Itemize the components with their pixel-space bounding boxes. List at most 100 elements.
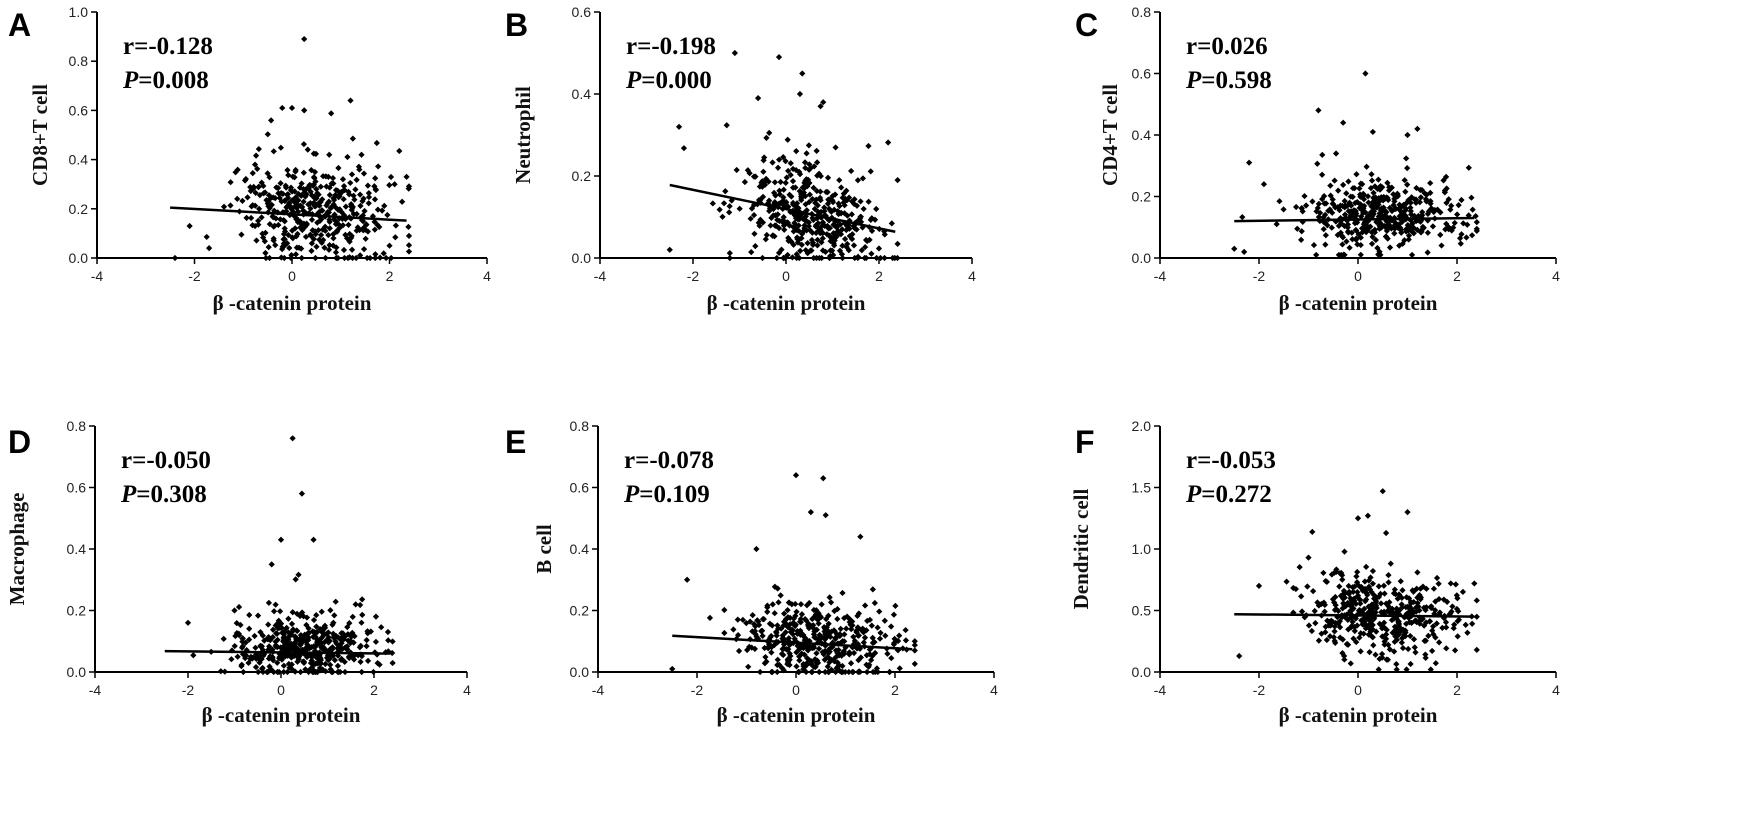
data-point: [1344, 616, 1351, 623]
data-point: [391, 181, 398, 188]
data-point: [803, 150, 810, 157]
data-point: [1352, 226, 1359, 234]
data-point: [854, 612, 861, 619]
data-point: [405, 248, 413, 255]
data-point: [820, 475, 827, 482]
data-point: [327, 607, 334, 614]
data-point: [1375, 201, 1382, 208]
data-point: [1366, 649, 1373, 656]
data-point: [812, 612, 819, 619]
data-point: [792, 600, 799, 608]
data-point: [308, 216, 316, 223]
data-point: [1316, 209, 1324, 217]
data-point: [1305, 554, 1312, 561]
data-point: [268, 117, 275, 124]
data-point: [365, 190, 372, 197]
p-value-label: P=0.308: [120, 481, 207, 508]
data-point: [1454, 633, 1461, 640]
data-point: [1414, 569, 1421, 576]
data-point: [248, 214, 255, 222]
data-point: [1357, 251, 1364, 258]
data-point: [1335, 187, 1342, 194]
data-point: [865, 142, 872, 150]
data-point: [1330, 634, 1337, 641]
data-point: [911, 647, 918, 654]
data-point: [1334, 231, 1341, 239]
data-point: [1329, 209, 1336, 216]
data-point: [795, 668, 802, 676]
data-point: [257, 654, 264, 661]
data-point: [808, 668, 815, 676]
data-point: [364, 657, 372, 664]
data-point: [257, 642, 264, 650]
data-point: [1408, 251, 1416, 259]
data-point: [1236, 652, 1243, 660]
data-point: [1440, 177, 1447, 184]
data-point: [1362, 598, 1369, 605]
data-point: [825, 631, 832, 638]
data-point: [1362, 625, 1369, 632]
data-point: [818, 254, 825, 262]
data-point: [1320, 569, 1327, 577]
data-point: [1405, 236, 1412, 243]
data-point: [815, 645, 823, 652]
p-symbol: P: [625, 67, 642, 94]
data-point: [773, 629, 780, 636]
data-point: [302, 666, 309, 673]
data-point: [709, 200, 716, 207]
data-point: [1408, 211, 1415, 218]
data-point: [295, 656, 302, 663]
data-point: [1473, 646, 1480, 653]
data-point: [1360, 196, 1368, 203]
data-point: [1376, 225, 1383, 232]
data-point: [748, 249, 755, 256]
data-point: [773, 254, 780, 262]
data-point: [389, 659, 396, 667]
data-point: [1417, 194, 1424, 201]
data-point: [1385, 579, 1392, 586]
data-point: [793, 663, 800, 670]
data-point: [830, 251, 837, 259]
data-point: [1399, 240, 1406, 247]
data-point: [1365, 199, 1372, 206]
data-point: [359, 596, 366, 603]
data-point: [1462, 621, 1469, 629]
data-point: [843, 625, 850, 632]
data-point: [1381, 624, 1388, 632]
data-point: [371, 196, 379, 203]
y-tick-label: 0.4: [572, 86, 592, 102]
data-point: [894, 254, 901, 262]
data-point: [808, 658, 815, 665]
data-point: [796, 90, 804, 98]
x-tick-label: 4: [968, 268, 976, 284]
data-point: [741, 178, 748, 186]
data-point: [1332, 601, 1339, 609]
data-point: [1386, 184, 1393, 191]
data-point: [1328, 571, 1336, 578]
data-point: [1322, 629, 1329, 636]
data-point: [768, 649, 775, 656]
data-point: [220, 203, 228, 210]
data-point: [203, 233, 210, 241]
data-point: [722, 188, 729, 195]
data-point: [1453, 605, 1461, 613]
data-point: [832, 647, 840, 654]
data-point: [228, 656, 235, 663]
y-tick-label: 0.6: [572, 4, 592, 20]
data-point: [1445, 196, 1452, 203]
data-point: [1322, 241, 1329, 248]
data-point: [1459, 588, 1467, 595]
data-point: [784, 657, 791, 664]
data-point: [675, 123, 683, 130]
data-point: [243, 214, 250, 221]
data-point: [358, 151, 365, 158]
data-point: [1338, 232, 1345, 239]
data-point: [793, 148, 800, 155]
data-point: [360, 246, 368, 253]
data-point: [1427, 200, 1434, 207]
data-point: [1424, 210, 1432, 217]
data-point: [1357, 630, 1364, 637]
data-point: [1379, 197, 1387, 204]
data-point: [1391, 648, 1398, 655]
